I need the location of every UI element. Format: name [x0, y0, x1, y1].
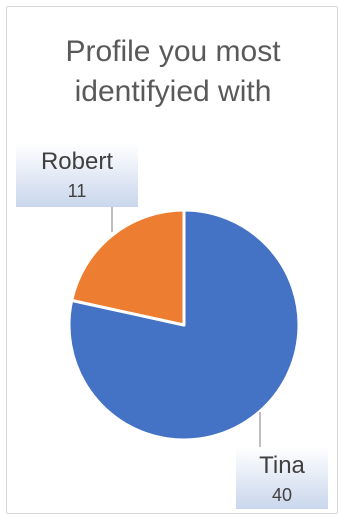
- pie-slices: [67, 208, 301, 442]
- chart-title-line-1: Profile you most: [65, 35, 281, 68]
- data-label-value-robert: 11: [68, 181, 87, 201]
- data-label-box-tina: [236, 447, 328, 509]
- chart-title: Profile you most identifyied with: [0, 32, 346, 112]
- data-label-tina: Tina 40: [236, 412, 328, 509]
- data-label-value-tina: 40: [272, 485, 292, 505]
- pie-data-labels: Tina 40 Robert 11: [16, 143, 328, 509]
- data-label-category-robert: Robert: [41, 148, 113, 175]
- data-label-category-tina: Tina: [259, 452, 305, 479]
- data-label-box-robert: [16, 143, 138, 207]
- data-label-robert: Robert 11: [16, 143, 138, 232]
- pie-slice-robert: [70, 208, 186, 327]
- pie-slice-tina: [67, 208, 301, 442]
- chart-title-line-2: identifyied with: [74, 75, 272, 108]
